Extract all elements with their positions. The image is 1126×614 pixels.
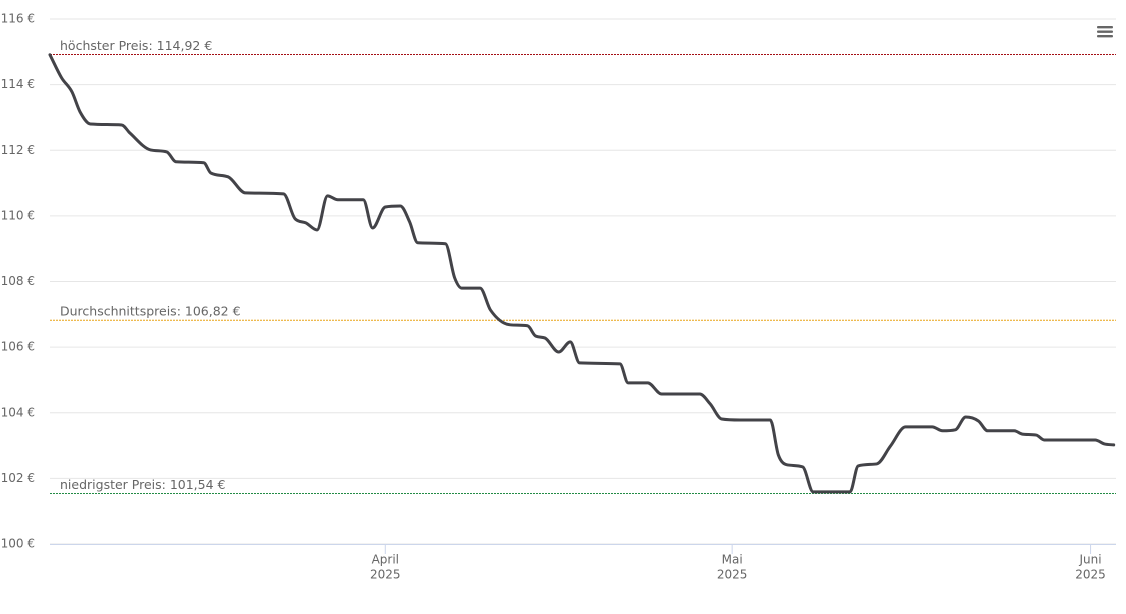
x-tick-year: 2025 xyxy=(717,568,748,582)
plot-line-label: Durchschnittspreis: 106,82 € xyxy=(60,304,241,319)
y-tick-label: 114 € xyxy=(1,77,35,91)
y-tick-label: 116 € xyxy=(1,12,35,26)
x-tick-label: Mai xyxy=(722,553,743,567)
x-tick-year: 2025 xyxy=(1075,568,1106,582)
y-tick-label: 108 € xyxy=(1,274,35,288)
menu-button[interactable] xyxy=(1093,21,1117,43)
y-tick-label: 112 € xyxy=(1,143,35,157)
y-tick-label: 100 € xyxy=(1,537,35,551)
y-tick-label: 110 € xyxy=(1,208,35,222)
x-tick-year: 2025 xyxy=(370,568,401,582)
menu-icon-bar xyxy=(1097,35,1113,38)
menu-icon-bar xyxy=(1097,30,1113,33)
y-tick-label: 106 € xyxy=(1,340,35,354)
menu-icon-bar xyxy=(1097,26,1113,29)
plot-line-label: höchster Preis: 114,92 € xyxy=(60,38,212,53)
x-tick-label: April xyxy=(372,553,399,567)
y-tick-label: 104 € xyxy=(1,405,35,419)
plot-line-label: niedrigster Preis: 101,54 € xyxy=(60,477,226,492)
x-tick-label: Juni xyxy=(1079,553,1102,567)
price-line xyxy=(48,53,1116,494)
y-tick-label: 102 € xyxy=(1,471,35,485)
